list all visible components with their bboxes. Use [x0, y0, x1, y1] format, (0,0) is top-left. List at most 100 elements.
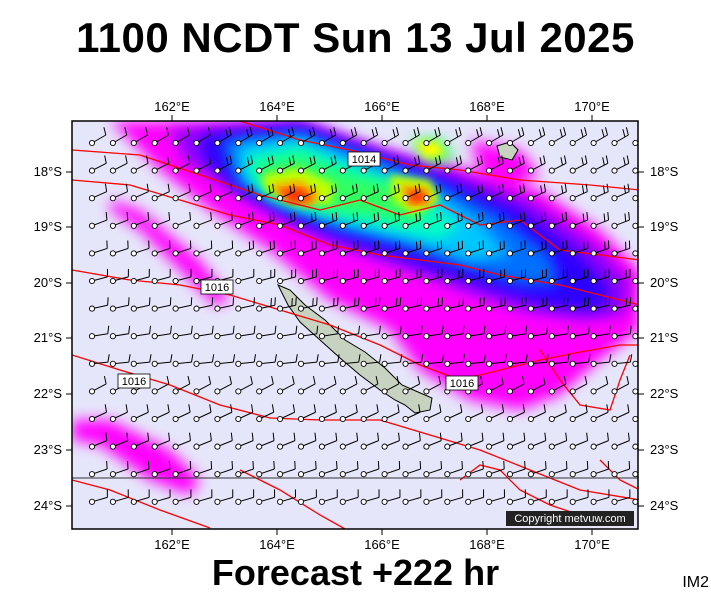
wind-barb: [235, 325, 256, 340]
wind-barb: [423, 268, 443, 285]
wind-barb: [423, 404, 442, 423]
wind-barb: [486, 155, 504, 174]
wind-barb: [465, 404, 484, 423]
wind-barb: [506, 127, 525, 147]
wind-barb: [109, 212, 129, 229]
wind-barb: [172, 297, 193, 312]
lat-label-right-19: 19°S: [650, 219, 679, 234]
isobars: [72, 121, 638, 529]
wind-barb: [611, 297, 632, 312]
wind-barb: [297, 240, 317, 257]
wind-barb: [193, 432, 212, 450]
lat-label-left-19: 19°S: [34, 219, 63, 234]
wind-barb: [423, 297, 444, 312]
wind-barb: [151, 489, 171, 505]
wind-barb: [590, 375, 609, 395]
wind-barb: [381, 183, 400, 202]
wind-barb: [339, 212, 359, 229]
wind-barb: [423, 489, 443, 505]
wind-barb: [88, 212, 108, 229]
wind-barb: [109, 432, 129, 450]
wind-barb: [88, 155, 107, 174]
wind-barb: [381, 325, 402, 340]
lat-label-right-23: 23°S: [650, 442, 679, 457]
wind-barb: [465, 460, 484, 478]
chart-title: 1100 NCDT Sun 13 Jul 2025: [76, 14, 635, 61]
wind-barb: [590, 155, 609, 174]
wind-barb: [235, 212, 254, 229]
wind-barb: [235, 354, 257, 367]
wind-barb: [88, 404, 107, 423]
wind-barb: [88, 432, 108, 450]
wind-barb: [506, 354, 528, 367]
wind-barb: [506, 240, 526, 257]
wind-barb: [130, 489, 150, 505]
wind-barb: [402, 325, 423, 340]
wind-barb: [569, 212, 589, 229]
wind-barb: [486, 489, 505, 505]
wind-barb: [193, 127, 211, 147]
wind-barb: [214, 240, 234, 257]
wind-barb: [256, 268, 276, 285]
lat-label-right-24: 24°S: [650, 498, 679, 513]
wind-barb: [548, 155, 567, 174]
wind-barb: [590, 127, 608, 147]
wind-barb: [381, 268, 401, 285]
wind-barb: [256, 212, 275, 229]
wind-barb: [506, 183, 526, 202]
wind-barb: [402, 127, 420, 147]
lat-label-left-18: 18°S: [34, 164, 63, 179]
wind-barb: [569, 460, 589, 478]
wind-barb: [402, 155, 421, 174]
wind-barb: [590, 354, 612, 367]
svg-text:1016: 1016: [205, 282, 229, 294]
wind-barb: [423, 375, 442, 395]
wind-barb: [423, 212, 442, 229]
wind-barb: [527, 127, 546, 147]
wind-barb: [339, 432, 359, 450]
wind-barb: [569, 354, 591, 367]
wind-barb: [151, 460, 171, 478]
wind-barb: [402, 268, 422, 285]
wind-barb: [256, 354, 277, 367]
svg-text:1014: 1014: [352, 154, 376, 166]
wind-barb: [381, 460, 401, 478]
wind-barb: [235, 432, 254, 450]
wind-barb: [569, 155, 588, 174]
wind-barb: [569, 183, 588, 202]
wind-barb: [214, 127, 232, 147]
wind-barb: [88, 297, 109, 312]
lon-label-bottom-168: 168°E: [469, 537, 505, 552]
wind-barb: [486, 297, 506, 312]
wind-barb: [444, 325, 465, 340]
wind-barb: [465, 183, 484, 202]
wind-barb: [256, 155, 274, 174]
wind-barb: [130, 183, 149, 202]
wind-barb: [611, 354, 633, 367]
wind-barb: [172, 127, 190, 147]
wind-barb: [611, 155, 630, 174]
wind-barb: [339, 354, 361, 367]
wind-barb: [402, 354, 424, 367]
wind-barb: [109, 325, 131, 340]
wind-barb: [590, 489, 610, 505]
wind-barb: [277, 127, 295, 147]
wind-barb: [88, 375, 107, 395]
wind-barb: [193, 404, 212, 423]
wind-barb: [256, 489, 276, 505]
lon-label-bottom-164: 164°E: [259, 537, 295, 552]
wind-barb: [590, 297, 611, 312]
wind-barb: [402, 183, 421, 202]
wind-barb: [548, 325, 570, 340]
lon-label-bottom-162: 162°E: [154, 537, 190, 552]
wind-barb: [318, 127, 337, 147]
wind-barb: [569, 404, 588, 423]
wind-barb: [151, 268, 171, 285]
wind-barb: [611, 460, 631, 478]
wind-barb: [172, 375, 191, 395]
wind-barb: [256, 240, 275, 257]
wind-barb: [297, 354, 319, 367]
wind-barb: [527, 325, 549, 340]
wind-barb: [277, 183, 296, 202]
wind-barb: [506, 432, 526, 450]
